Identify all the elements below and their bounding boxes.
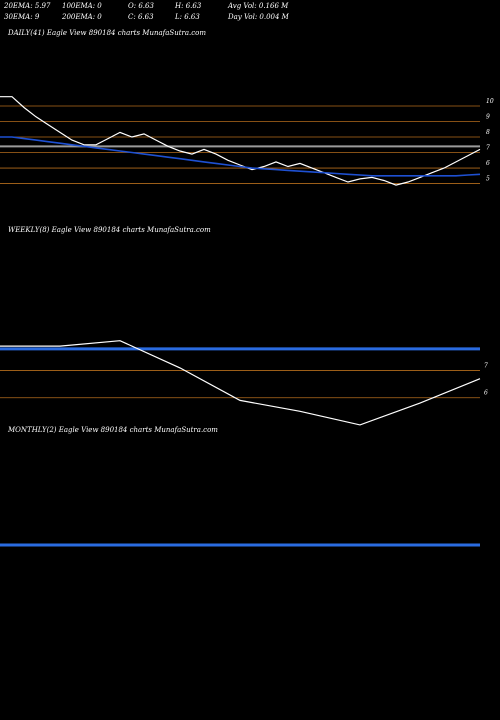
stat-close: C: 6.63 bbox=[128, 13, 154, 21]
price-line bbox=[0, 96, 481, 186]
price-level-label: 8 bbox=[486, 129, 490, 136]
price-level-label: 5 bbox=[486, 176, 490, 183]
monthly-panel-title: MONTHLY(2) Eagle View 890184 charts Muna… bbox=[7, 426, 218, 434]
header-stats: 20EMA: 5.97 100EMA: 0 O: 6.63 H: 6.63 Av… bbox=[3, 2, 290, 21]
stat-100ema: 100EMA: 0 bbox=[62, 2, 102, 10]
price-line bbox=[0, 340, 481, 426]
price-level-label: 7 bbox=[484, 363, 488, 370]
weekly-panel: 76 bbox=[0, 340, 488, 426]
stat-open: O: 6.63 bbox=[128, 2, 154, 10]
stat-avg-vol: Avg Vol: 0.166 M bbox=[227, 2, 289, 10]
stat-high: H: 6.63 bbox=[174, 2, 202, 10]
stat-day-vol: Day Vol: 0.004 M bbox=[227, 13, 290, 21]
stat-low: L: 6.63 bbox=[174, 13, 200, 21]
stat-30ema: 30EMA: 9 bbox=[4, 13, 40, 21]
price-level-label: 7 bbox=[486, 145, 490, 152]
daily-panel: 10 9 8 7 6 5 bbox=[0, 96, 494, 186]
weekly-panel-title: WEEKLY(8) Eagle View 890184 charts Munaf… bbox=[8, 226, 211, 234]
daily-panel-title: DAILY(41) Eagle View 890184 charts Munaf… bbox=[7, 29, 206, 37]
ema-line bbox=[0, 136, 481, 177]
price-level-label: 6 bbox=[484, 390, 488, 397]
stat-200ema: 200EMA: 0 bbox=[61, 13, 102, 21]
price-level-label: 10 bbox=[486, 98, 494, 105]
price-level-label: 9 bbox=[486, 113, 490, 120]
price-level-label: 6 bbox=[486, 160, 490, 167]
stat-20ema: 20EMA: 5.97 bbox=[3, 2, 51, 10]
